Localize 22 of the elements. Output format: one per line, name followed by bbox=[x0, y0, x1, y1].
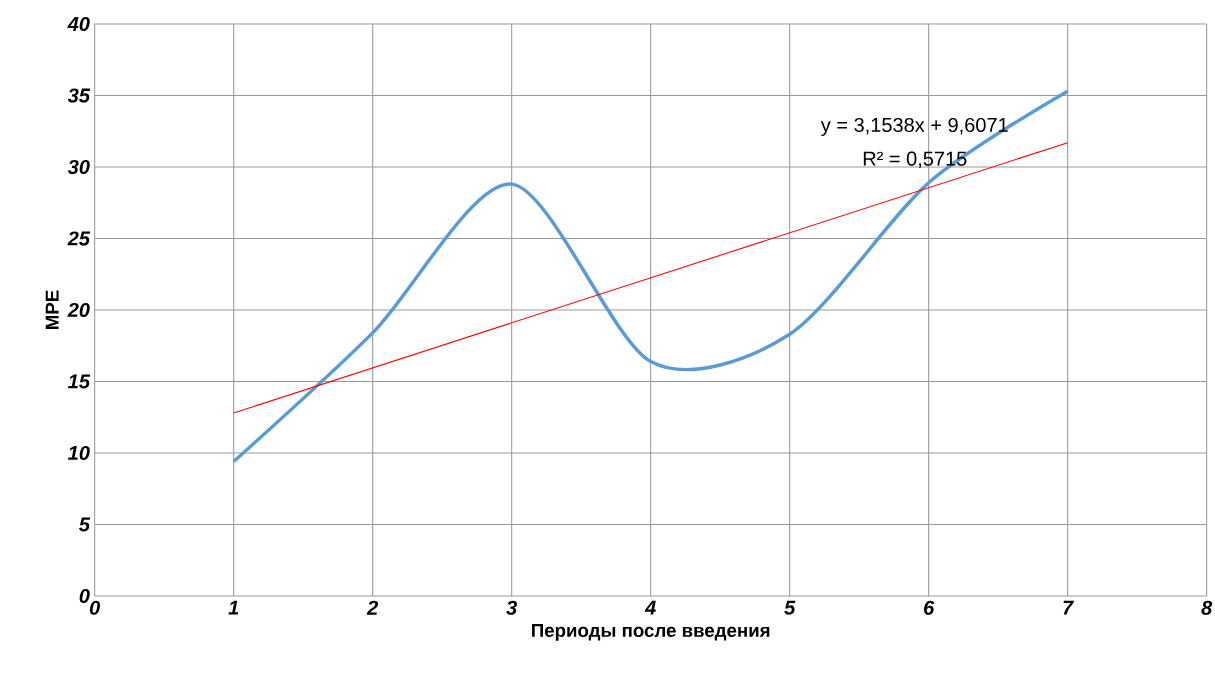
y-tick-label: 25 bbox=[67, 231, 91, 246]
x-tick-label: 1 bbox=[228, 600, 239, 615]
y-tick-label: 10 bbox=[68, 445, 90, 461]
x-tick-label: 8 bbox=[1201, 600, 1213, 615]
x-axis-title: Периоды после введения bbox=[532, 624, 770, 641]
x-tick-label: 0 bbox=[89, 600, 101, 615]
y-tick-label: 5 bbox=[79, 517, 91, 532]
x-tick-label: 6 bbox=[924, 600, 935, 615]
x-tick-label: 7 bbox=[1063, 600, 1074, 615]
x-tick-label: 3 bbox=[506, 600, 517, 615]
y-tick-label: 20 bbox=[67, 302, 90, 318]
line-series bbox=[231, 89, 1070, 464]
x-tick-label: 2 bbox=[366, 600, 379, 615]
y-tick-label: 35 bbox=[67, 88, 91, 103]
y-tick-label: 0 bbox=[79, 588, 90, 604]
x-tick-label: 5 bbox=[784, 600, 796, 615]
x-tick-label: 4 bbox=[644, 600, 656, 615]
y-tick-label: 15 bbox=[68, 374, 91, 389]
annotation: y = 3,1538x + 9,6071 bbox=[820, 117, 1008, 136]
y-tick-label: 30 bbox=[67, 159, 90, 175]
y-tick-label: 40 bbox=[67, 16, 90, 32]
y-axis-title: MPE bbox=[45, 290, 59, 329]
